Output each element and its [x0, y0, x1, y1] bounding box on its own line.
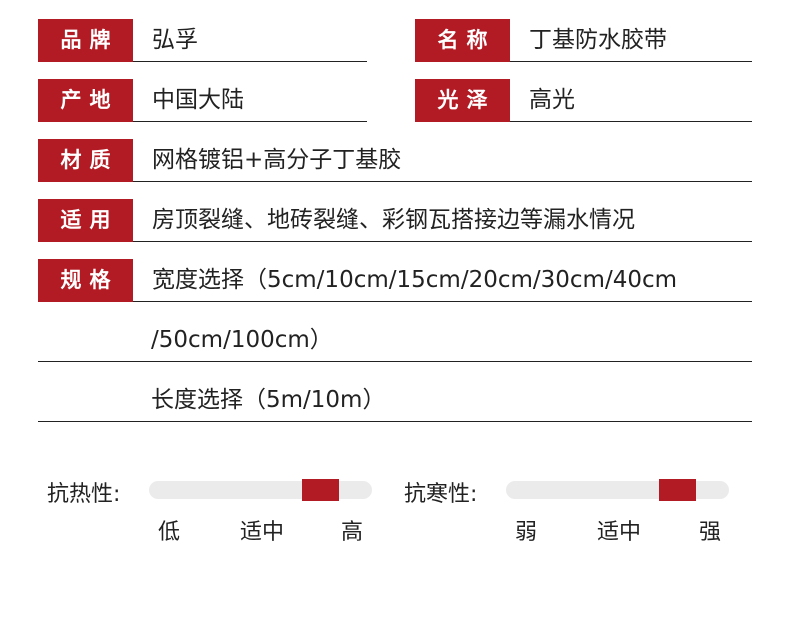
heat-resistance-gauge — [149, 479, 372, 501]
spec-row-gloss: 光泽 高光 — [415, 79, 752, 122]
gauge-tick-low: 弱 — [515, 520, 538, 545]
gauge-tick-low: 低 — [158, 520, 181, 545]
spec-label: 名称 — [415, 19, 510, 62]
gauge-tick-mid: 适中 — [240, 520, 285, 545]
spec-label: 品牌 — [38, 19, 133, 62]
gauge-tick-high: 强 — [699, 520, 722, 545]
gauge-marker — [302, 479, 339, 501]
spec-value: 中国大陆 — [133, 79, 367, 122]
spec-size-continued: /50cm/100cm） — [38, 319, 752, 362]
spec-value: 网格镀铝+高分子丁基胶 — [133, 139, 752, 182]
spec-label: 材质 — [38, 139, 133, 182]
gauge-marker — [659, 479, 696, 501]
spec-label: 规格 — [38, 259, 133, 302]
cold-resistance-title: 抗寒性: — [404, 482, 478, 507]
spec-row-name: 名称 丁基防水胶带 — [415, 19, 752, 62]
gauge-tick-mid: 适中 — [597, 520, 642, 545]
spec-label: 光泽 — [415, 79, 510, 122]
spec-row-material: 材质 网格镀铝+高分子丁基胶 — [38, 139, 752, 182]
spec-value: 房顶裂缝、地砖裂缝、彩钢瓦搭接边等漏水情况 — [133, 199, 752, 242]
spec-row-size: 规格 宽度选择（5cm/10cm/15cm/20cm/30cm/40cm — [38, 259, 752, 302]
heat-resistance-title: 抗热性: — [47, 482, 121, 507]
spec-row-origin: 产地 中国大陆 — [38, 79, 367, 122]
cold-resistance-gauge — [506, 479, 729, 501]
spec-value: 高光 — [510, 79, 752, 122]
spec-value: 弘孚 — [133, 19, 367, 62]
spec-row-usage: 适用 房顶裂缝、地砖裂缝、彩钢瓦搭接边等漏水情况 — [38, 199, 752, 242]
spec-label: 适用 — [38, 199, 133, 242]
spec-value: 宽度选择（5cm/10cm/15cm/20cm/30cm/40cm — [133, 259, 752, 302]
spec-row-brand: 品牌 弘孚 — [38, 19, 367, 62]
spec-value: 丁基防水胶带 — [510, 19, 752, 62]
spec-label: 产地 — [38, 79, 133, 122]
gauge-tick-high: 高 — [341, 520, 364, 545]
spec-length: 长度选择（5m/10m） — [38, 379, 752, 422]
